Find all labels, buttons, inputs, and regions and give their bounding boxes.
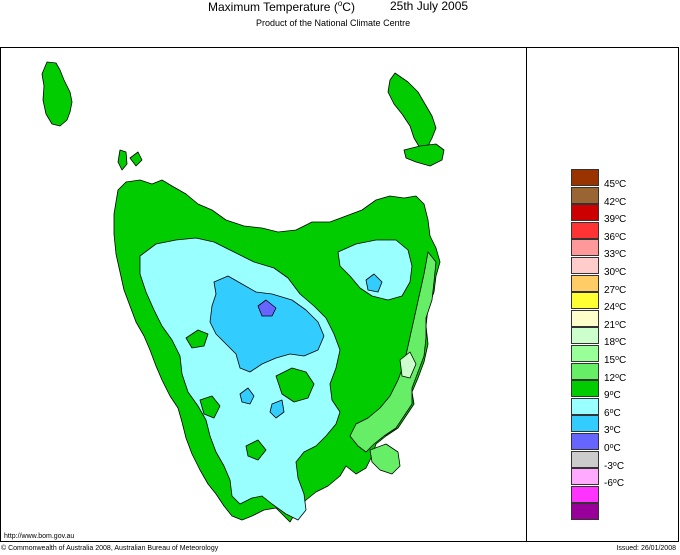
legend-label: 45oC <box>604 179 627 190</box>
legend-label: 36oC <box>604 231 627 243</box>
title-date: 25th July 2005 <box>390 0 469 13</box>
cold-spot-1 <box>239 387 255 405</box>
warm-pocket-1 <box>185 329 209 349</box>
king-island <box>41 61 73 127</box>
legend-swatch <box>571 433 599 450</box>
legend-swatch <box>571 239 599 257</box>
legend-swatch <box>571 292 599 310</box>
legend-label: 24oC <box>604 302 627 314</box>
footer-issued-date: Issued: 26/01/2008 <box>616 545 676 552</box>
legend-swatch <box>571 274 599 292</box>
legend-label: 18oC <box>604 337 627 349</box>
legend-label: 0oC <box>604 443 621 454</box>
cold-spot-2 <box>269 399 285 419</box>
legend-swatch <box>571 415 599 433</box>
legend-swatch <box>571 169 599 186</box>
central-plateau-cold-zone <box>209 275 325 373</box>
coldest-spot <box>257 299 277 317</box>
legend-swatch <box>571 362 599 380</box>
legend-swatch <box>571 204 599 222</box>
footer-copyright: © Commonwealth of Australia 2008, Austra… <box>1 545 219 552</box>
north-east-cold-spot <box>365 273 383 293</box>
warm-pocket-2 <box>275 367 315 403</box>
map-title: Maximum Temperature (oC) 25th July 2005 <box>0 0 680 16</box>
flinders-island <box>387 72 437 149</box>
legend-label: -6oC <box>604 478 625 490</box>
south-east-warmer-zone <box>369 443 401 475</box>
hunter-island <box>117 149 128 171</box>
legend-swatch <box>571 485 599 503</box>
east-coast-mild-zone <box>399 351 417 379</box>
east-coast-warmer-zone <box>349 251 437 453</box>
legend-swatch <box>571 327 599 345</box>
warm-pocket-3 <box>199 395 221 419</box>
legend-label: 42oC <box>604 196 627 208</box>
legend-divider <box>526 47 527 542</box>
cape-barren-island <box>403 143 445 167</box>
legend-swatch <box>571 309 599 327</box>
legend-label: 27oC <box>604 284 627 296</box>
legend-swatch <box>571 450 599 468</box>
legend-swatch <box>571 345 599 362</box>
legend-label: 33oC <box>604 249 627 261</box>
legend-swatch <box>571 380 599 398</box>
legend-label: 21oC <box>604 319 627 331</box>
legend-swatch <box>571 503 599 521</box>
legend-label: 15oC <box>604 355 627 366</box>
legend-label: 9oC <box>604 390 621 402</box>
legend-label: -3oC <box>604 460 625 472</box>
legend-label: 39oC <box>604 214 627 226</box>
tasmania-temperature-map <box>41 61 445 523</box>
subtitle: Product of the National Climate Centre <box>256 18 411 28</box>
legend-label: 6oC <box>604 407 621 419</box>
legend-label: 3oC <box>604 425 621 437</box>
map-frame <box>0 47 679 542</box>
legend-swatch <box>571 186 599 204</box>
title-text: Maximum Temperature (oC) <box>208 0 355 14</box>
warm-pocket-4 <box>245 439 267 461</box>
robbins-island <box>129 151 143 167</box>
north-east-cool-zone <box>337 239 413 301</box>
legend-swatch <box>571 468 599 486</box>
footer-url[interactable]: http://www.bom.gov.au <box>4 533 75 540</box>
legend-swatch <box>571 221 599 239</box>
legend-label: 12oC <box>604 372 627 384</box>
legend-swatch <box>571 397 599 415</box>
legend-swatch <box>571 257 599 274</box>
legend-label: 30oC <box>604 267 627 278</box>
